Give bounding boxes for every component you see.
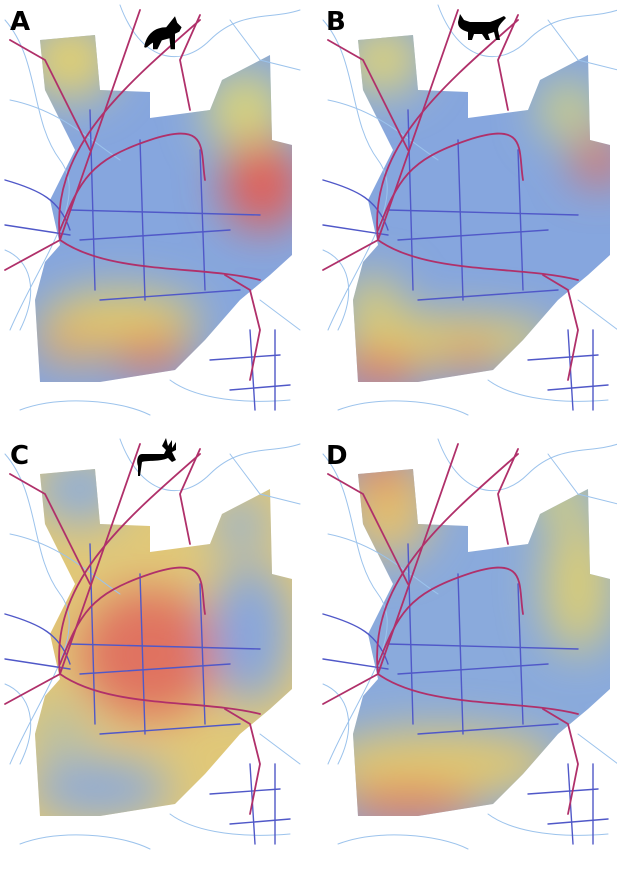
panel-a: A	[4, 4, 301, 416]
panel-c: C	[4, 438, 301, 850]
cat-icon	[458, 14, 506, 40]
heatmap	[353, 35, 610, 382]
panel-b: B	[322, 4, 617, 416]
coyote-icon	[144, 16, 182, 50]
panel-label: C	[10, 441, 29, 471]
panel-label: A	[10, 7, 30, 37]
panel-d: D	[322, 438, 617, 850]
panel-label: B	[326, 7, 346, 37]
panel-label: D	[326, 441, 348, 471]
deer-icon	[137, 438, 176, 476]
